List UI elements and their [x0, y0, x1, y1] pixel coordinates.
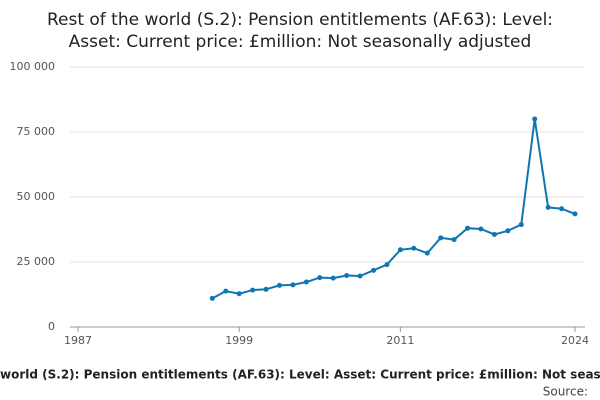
data-point: [263, 286, 269, 292]
data-point: [505, 228, 511, 234]
data-point: [545, 204, 551, 210]
data-point: [424, 250, 430, 256]
data-point: [384, 262, 390, 268]
data-point: [236, 291, 242, 297]
data-point: [303, 279, 309, 285]
data-point: [491, 231, 497, 237]
x-tick-label: 1999: [225, 334, 253, 347]
x-tick-label: 1987: [64, 334, 92, 347]
source: Source:: [543, 385, 588, 399]
data-point: [276, 282, 282, 288]
data-point: [371, 267, 377, 273]
data-point: [559, 206, 565, 212]
data-point: [209, 295, 215, 301]
footer-title: world (S.2): Pension entitlements (AF.63…: [0, 368, 600, 382]
data-point: [397, 247, 403, 253]
data-point: [250, 287, 256, 293]
data-point: [223, 288, 229, 294]
data-point: [317, 275, 323, 281]
y-tick-label: 25 000: [17, 255, 56, 268]
data-point: [290, 282, 296, 288]
data-point: [532, 116, 538, 122]
chart-title: Asset: Current price: £million: Not seas…: [69, 32, 532, 52]
y-tick-label: 75 000: [17, 125, 56, 138]
data-point: [518, 222, 524, 228]
data-point: [344, 273, 350, 279]
chart-title: Rest of the world (S.2): Pension entitle…: [47, 10, 553, 30]
data-point: [478, 226, 484, 232]
y-tick-label: 50 000: [17, 190, 56, 203]
data-point: [411, 245, 417, 251]
x-tick-label: 2024: [561, 334, 589, 347]
data-point: [451, 237, 457, 243]
data-line: [211, 118, 576, 300]
data-point: [572, 211, 578, 217]
data-point: [438, 235, 444, 241]
data-point: [330, 275, 336, 281]
data-point: [465, 225, 471, 231]
data-point: [357, 273, 363, 279]
y-tick-label: 100 000: [10, 60, 56, 73]
y-tick-label: 0: [48, 320, 55, 333]
x-tick-label: 2011: [386, 334, 414, 347]
